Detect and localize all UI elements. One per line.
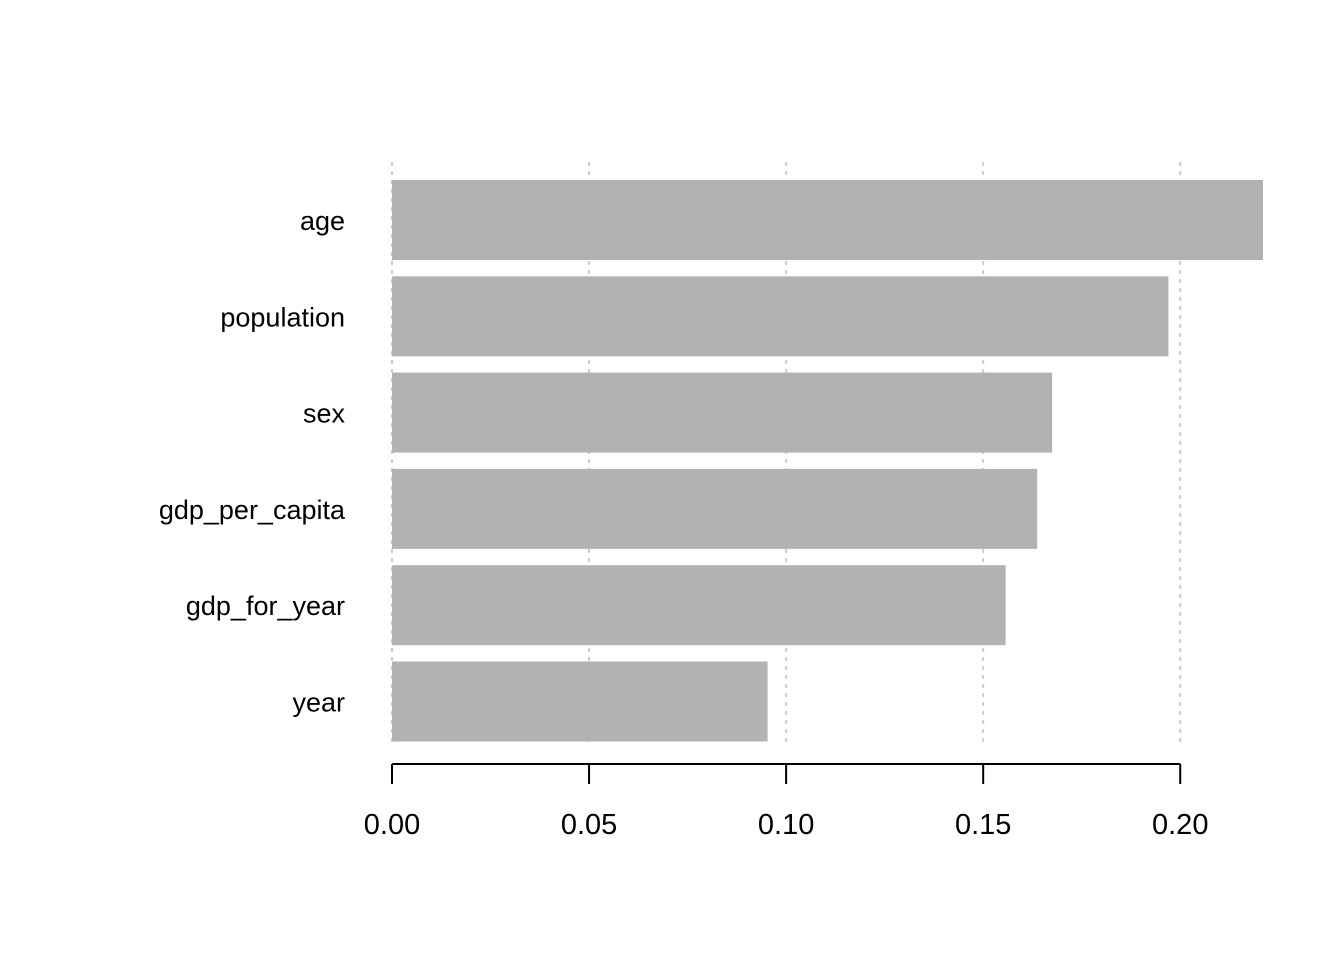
bar-age bbox=[392, 180, 1263, 260]
bar-population bbox=[392, 276, 1169, 357]
category-label-year: year bbox=[292, 688, 345, 718]
grid-lines bbox=[391, 162, 1182, 746]
bar-gdp_per_capita bbox=[392, 468, 1038, 549]
category-label-gdp_for_year: gdp_for_year bbox=[186, 591, 345, 621]
category-labels: age population sex gdp_per_capita gdp_for_ye… bbox=[159, 206, 346, 718]
x-tick-label-3: 0.15 bbox=[955, 809, 1011, 841]
x-tick-label-2: 0.10 bbox=[758, 809, 814, 841]
x-tick-label-0: 0.00 bbox=[364, 809, 420, 841]
category-label-population: population bbox=[220, 302, 345, 332]
x-tick-label-4: 0.20 bbox=[1152, 809, 1208, 841]
bars bbox=[392, 180, 1263, 742]
bar-gdp_for_year bbox=[392, 565, 1006, 646]
bar-sex bbox=[392, 372, 1053, 453]
category-label-gdp_per_capita: gdp_per_capita bbox=[159, 495, 346, 525]
bar-year bbox=[392, 661, 768, 742]
category-label-sex: sex bbox=[303, 399, 346, 429]
x-tick-label-1: 0.05 bbox=[561, 809, 617, 841]
category-label-age: age bbox=[300, 206, 345, 236]
x-axis: 0.00 0.05 0.10 0.15 0.20 bbox=[364, 763, 1208, 841]
